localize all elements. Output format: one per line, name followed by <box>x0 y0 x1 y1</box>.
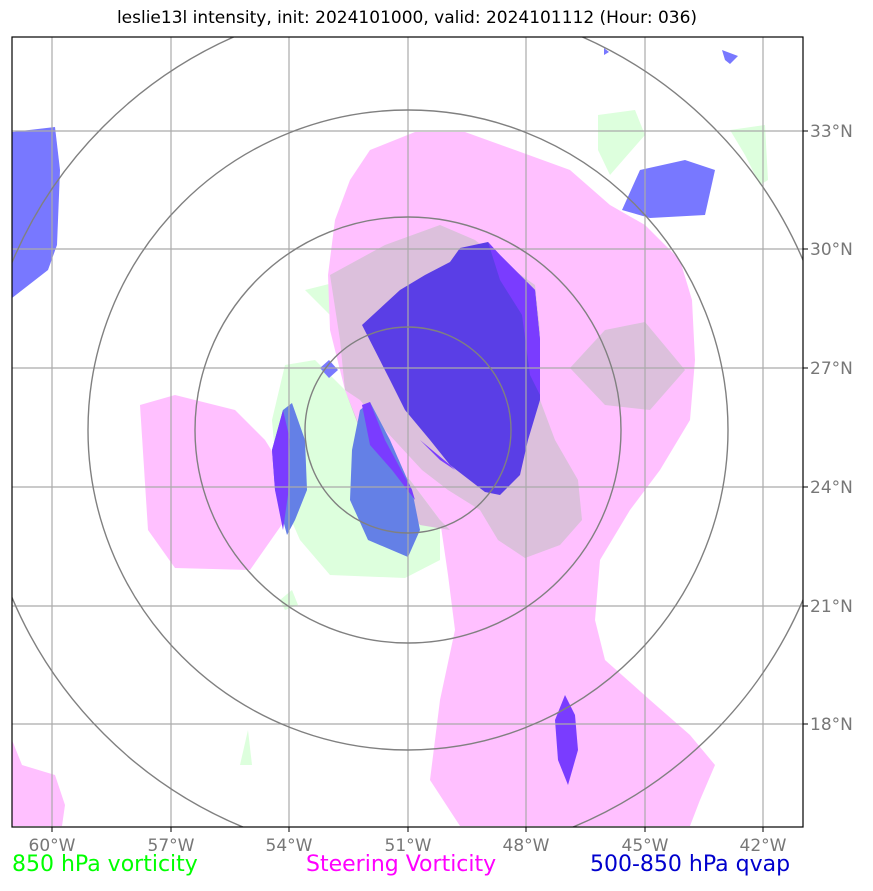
legend-qvap: 500-850 hPa qvap <box>590 852 791 877</box>
lon-label: 45°W <box>622 836 669 856</box>
lon-label: 60°W <box>29 836 76 856</box>
graticule <box>12 37 803 827</box>
distance-rings <box>12 37 803 827</box>
qvap-fill <box>12 48 738 785</box>
lat-label: 33°N <box>810 122 853 142</box>
lon-label: 51°W <box>385 836 432 856</box>
lat-label: 24°N <box>810 478 853 498</box>
lon-label: 57°W <box>148 836 195 856</box>
lat-label: 27°N <box>810 359 853 379</box>
tick-marks <box>51 130 808 832</box>
lat-label: 18°N <box>810 715 853 735</box>
lon-label: 42°W <box>740 836 787 856</box>
lon-label: 54°W <box>266 836 313 856</box>
legend-850hpa-vorticity: 850 hPa vorticity <box>12 852 198 877</box>
map-title: leslie13l intensity, init: 2024101000, v… <box>116 8 698 28</box>
lat-label: 30°N <box>810 240 853 260</box>
legend-steering-vorticity: Steering Vorticity <box>306 852 497 877</box>
lon-label: 48°W <box>503 836 550 856</box>
lat-label: 21°N <box>810 597 853 617</box>
